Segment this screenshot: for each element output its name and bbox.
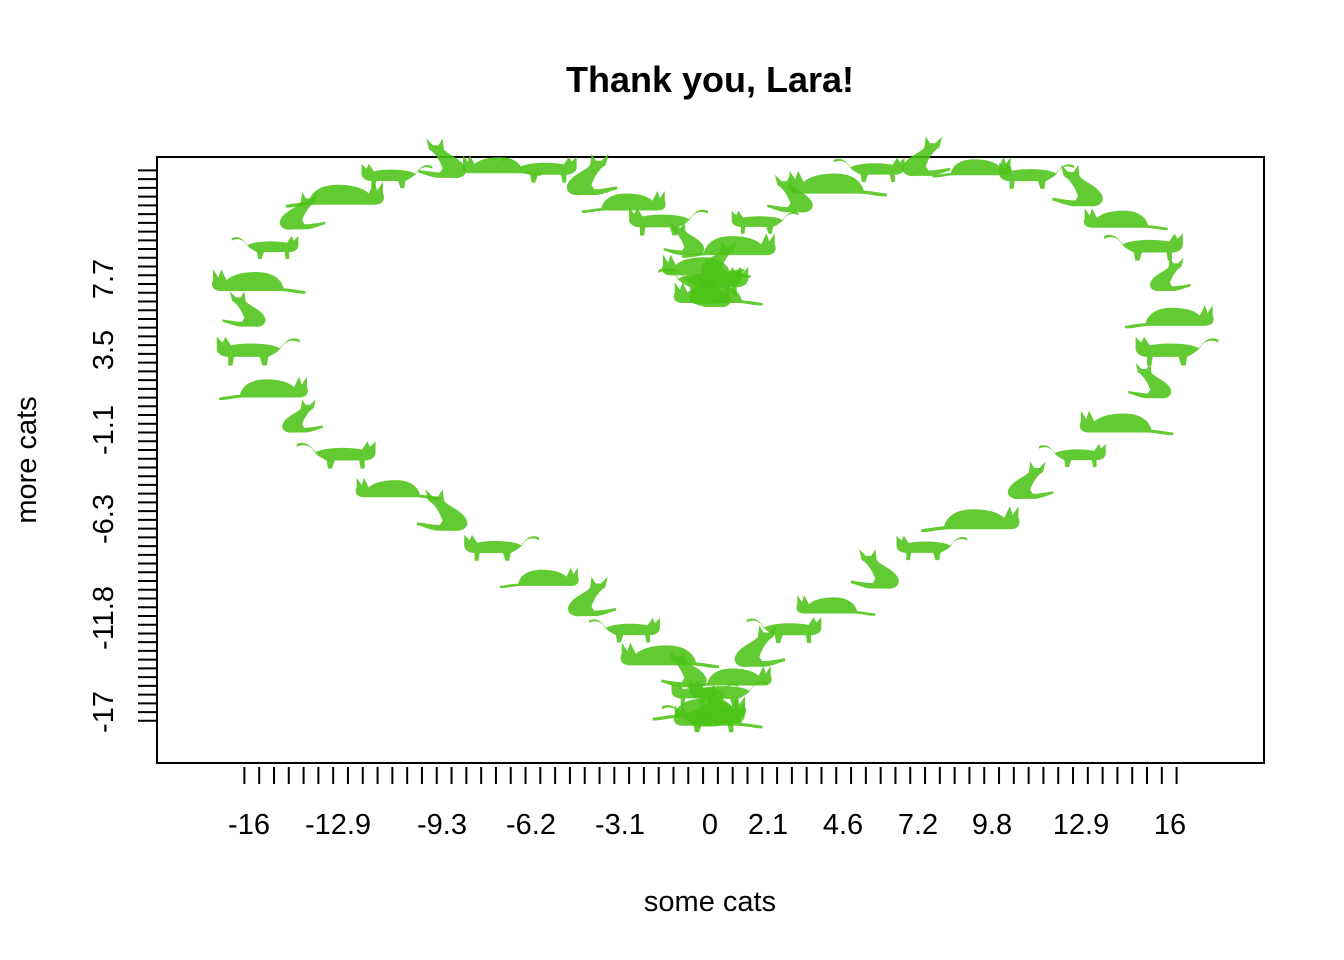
cat-marker xyxy=(1103,233,1183,261)
cat-marker xyxy=(1135,336,1219,366)
cat-marker xyxy=(896,535,968,561)
cat-marker xyxy=(1150,257,1191,292)
cat-marker xyxy=(1125,305,1214,329)
x-tick-label: -12.9 xyxy=(305,809,371,841)
cat-marker xyxy=(1039,444,1106,467)
cat-marker xyxy=(731,210,799,234)
y-axis-ticks xyxy=(138,169,157,722)
x-axis-label: some cats xyxy=(644,886,776,918)
x-axis-tick-labels: -16 -12.9 -9.3 -6.2 -3.1 0 2.1 4.6 7.2 9… xyxy=(228,809,1186,841)
y-tick-label: -6.3 xyxy=(88,494,120,544)
cat-marker xyxy=(418,138,467,179)
cat-marker xyxy=(850,549,899,589)
cat-marker xyxy=(1052,164,1103,207)
cat-marker xyxy=(1007,461,1054,500)
cat-marker xyxy=(212,269,306,294)
x-tick-label: 9.8 xyxy=(972,809,1012,841)
cat-marker xyxy=(285,181,385,208)
y-tick-label: 3.5 xyxy=(88,330,120,370)
plot-frame xyxy=(156,156,1265,764)
cat-marker xyxy=(921,506,1020,533)
cat-marker xyxy=(620,642,719,669)
y-tick-label: -11.8 xyxy=(88,586,120,650)
x-axis-ticks xyxy=(243,767,1178,784)
x-tick-label: -9.3 xyxy=(417,809,467,841)
cat-marker xyxy=(361,163,433,189)
cat-marker xyxy=(282,399,323,433)
cat-marker xyxy=(1083,208,1168,231)
cat-marker xyxy=(629,208,708,236)
y-tick-label: -1.1 xyxy=(88,405,120,455)
y-tick-label: -17 xyxy=(88,691,120,733)
x-tick-label: 4.6 xyxy=(823,809,863,841)
x-tick-label: 2.1 xyxy=(748,809,788,841)
cat-marker xyxy=(1079,410,1174,436)
cat-marker xyxy=(231,236,299,259)
cat-marker xyxy=(216,336,300,366)
cat-marker xyxy=(589,618,660,643)
cat-marker xyxy=(219,376,308,401)
y-tick-label: 7.7 xyxy=(88,259,120,299)
x-tick-label: 16 xyxy=(1154,809,1186,841)
cat-marker xyxy=(296,441,376,469)
cat-marker xyxy=(355,477,440,500)
cat-marker xyxy=(464,534,540,561)
x-tick-label: 7.2 xyxy=(898,809,938,841)
x-tick-label: 12.9 xyxy=(1053,809,1109,841)
cat-markers xyxy=(212,136,1219,733)
cat-marker xyxy=(499,567,579,589)
x-tick-label: 0 xyxy=(702,809,718,841)
cat-marker xyxy=(796,595,876,616)
y-axis-label: more cats xyxy=(11,396,43,523)
cat-marker xyxy=(222,291,266,327)
x-tick-label: -6.2 xyxy=(506,809,556,841)
x-tick-label: -16 xyxy=(228,809,270,841)
y-axis-tick-labels: -17 -11.8 -6.3 -1.1 3.5 7.7 xyxy=(88,259,120,733)
cat-marker xyxy=(1128,362,1172,399)
chart-title: Thank you, Lara! xyxy=(566,59,854,100)
x-tick-label: -3.1 xyxy=(595,809,645,841)
